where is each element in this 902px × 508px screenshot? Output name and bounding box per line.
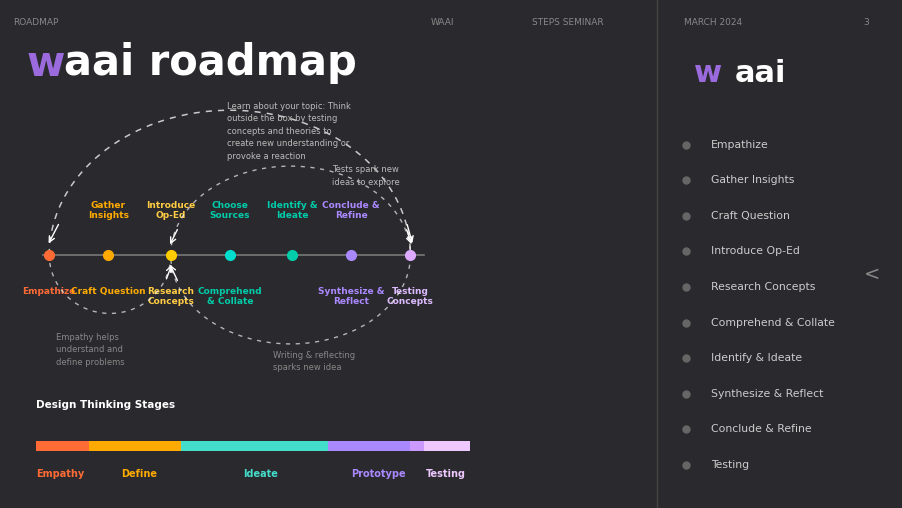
Text: Comprehend & Collate: Comprehend & Collate (711, 318, 834, 328)
Text: Identify &
Ideate: Identify & Ideate (267, 201, 318, 220)
Text: Prototype: Prototype (351, 469, 406, 479)
Text: Research Concepts: Research Concepts (711, 282, 815, 292)
Text: MARCH 2024: MARCH 2024 (684, 18, 741, 27)
Text: Craft Question: Craft Question (711, 211, 789, 221)
Text: w: w (26, 43, 65, 84)
Text: Craft Question: Craft Question (71, 287, 145, 296)
Text: Conclude & Refine: Conclude & Refine (711, 424, 811, 434)
Text: Testing: Testing (711, 460, 749, 470)
Text: Synthesize & Reflect: Synthesize & Reflect (711, 389, 823, 399)
Text: Learn about your topic: Think
outside the box by testing
concepts and theories t: Learn about your topic: Think outside th… (226, 102, 350, 161)
Bar (328, 441, 410, 451)
Bar (88, 441, 180, 451)
Text: ROADMAP: ROADMAP (14, 18, 59, 27)
Text: Synthesize &
Reflect: Synthesize & Reflect (318, 287, 384, 306)
Text: Testing
Concepts: Testing Concepts (387, 287, 434, 306)
Text: Tests spark new
ideas to explore: Tests spark new ideas to explore (332, 165, 400, 186)
Text: Introduce Op-Ed: Introduce Op-Ed (711, 246, 799, 257)
Text: aai: aai (735, 59, 787, 88)
Text: Identify & Ideate: Identify & Ideate (711, 353, 802, 363)
Text: Empathy: Empathy (36, 469, 85, 479)
Text: Research
Concepts: Research Concepts (147, 287, 194, 306)
Text: aai roadmap: aai roadmap (64, 43, 356, 84)
Text: Gather
Insights: Gather Insights (87, 201, 129, 220)
Text: Ideate: Ideate (243, 469, 278, 479)
Text: Empathy helps
understand and
define problems: Empathy helps understand and define prob… (56, 333, 124, 367)
Text: Design Thinking Stages: Design Thinking Stages (36, 400, 175, 410)
Text: Gather Insights: Gather Insights (711, 175, 794, 185)
Text: Testing: Testing (426, 469, 465, 479)
Text: 3: 3 (863, 18, 869, 27)
Text: Writing & reflecting
sparks new idea: Writing & reflecting sparks new idea (272, 351, 354, 372)
Text: w: w (694, 59, 722, 88)
Text: Empathize: Empathize (711, 140, 769, 150)
Text: Define: Define (122, 469, 158, 479)
Text: Empathize: Empathize (23, 287, 76, 296)
Text: STEPS SEMINAR: STEPS SEMINAR (532, 18, 604, 27)
Text: Comprehend
& Collate: Comprehend & Collate (198, 287, 262, 306)
Text: Choose
Sources: Choose Sources (209, 201, 250, 220)
Text: <: < (864, 265, 880, 284)
Bar (36, 441, 88, 451)
Bar (410, 441, 424, 451)
Text: Conclude &
Refine: Conclude & Refine (323, 201, 380, 220)
Bar (180, 441, 328, 451)
Text: Introduce
Op-Ed: Introduce Op-Ed (146, 201, 196, 220)
Bar (424, 441, 470, 451)
Text: WAAI: WAAI (430, 18, 454, 27)
